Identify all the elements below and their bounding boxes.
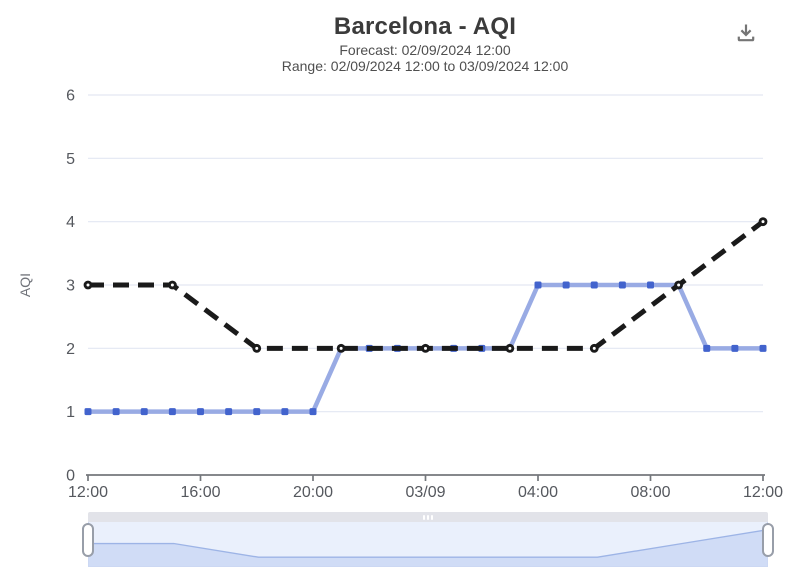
x-axis: 12:00 16:00 20:00 03/09 04:00 08:00 12:00 [68, 474, 783, 501]
download-icon [737, 24, 755, 42]
svg-text:2: 2 [66, 341, 75, 358]
chart-subtitle-range: Range: 02/09/2024 12:00 to 03/09/2024 12… [281, 58, 569, 74]
y-axis-title: AQI [17, 273, 33, 297]
datazoom-shadow [89, 529, 767, 566]
chart-title: Barcelona - AQI [333, 13, 517, 40]
datazoom-slider-track[interactable] [88, 522, 768, 567]
svg-text:6: 6 [66, 88, 75, 105]
svg-text:03/09: 03/09 [405, 484, 445, 501]
gridlines [88, 94, 763, 413]
svg-text:12:00: 12:00 [743, 484, 783, 501]
svg-text:12:00: 12:00 [68, 484, 108, 501]
svg-text:3: 3 [66, 278, 75, 295]
download-button[interactable] [731, 18, 761, 48]
svg-text:20:00: 20:00 [293, 484, 333, 501]
aqi-line-chart: 0 1 2 3 4 5 6 AQI 12:00 16:00 20:00 03/09 04:00 08:00… [17, 88, 783, 502]
svg-text:5: 5 [66, 151, 75, 168]
y-axis-labels: 0 1 2 3 4 5 6 [66, 88, 75, 485]
datazoom-right-handle[interactable] [762, 523, 774, 557]
chart-header: Barcelona - AQI Forecast: 02/09/2024 12:… [50, 12, 800, 74]
svg-text:0: 0 [66, 468, 75, 485]
chart-subtitle-forecast: Forecast: 02/09/2024 12:00 [339, 42, 511, 58]
svg-text:4: 4 [66, 214, 75, 231]
svg-text:1: 1 [66, 404, 75, 421]
datazoom-move-grip[interactable] [88, 512, 768, 522]
svg-text:08:00: 08:00 [630, 484, 670, 501]
aqi-forecast-black-dashed-line [83, 217, 768, 353]
svg-text:04:00: 04:00 [518, 484, 558, 501]
svg-text:16:00: 16:00 [180, 484, 220, 501]
datazoom-left-handle[interactable] [82, 523, 94, 557]
